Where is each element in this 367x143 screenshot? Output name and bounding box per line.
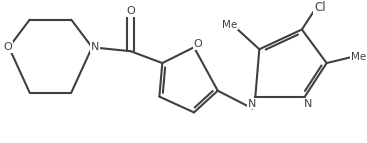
Text: O: O: [4, 42, 12, 52]
Text: Me: Me: [222, 20, 237, 30]
Text: N: N: [91, 42, 99, 52]
Text: Cl: Cl: [314, 1, 326, 14]
Text: O: O: [126, 6, 135, 16]
Text: N: N: [248, 99, 257, 109]
Text: Me: Me: [351, 52, 366, 62]
Text: N: N: [304, 99, 312, 109]
Text: O: O: [193, 39, 202, 49]
